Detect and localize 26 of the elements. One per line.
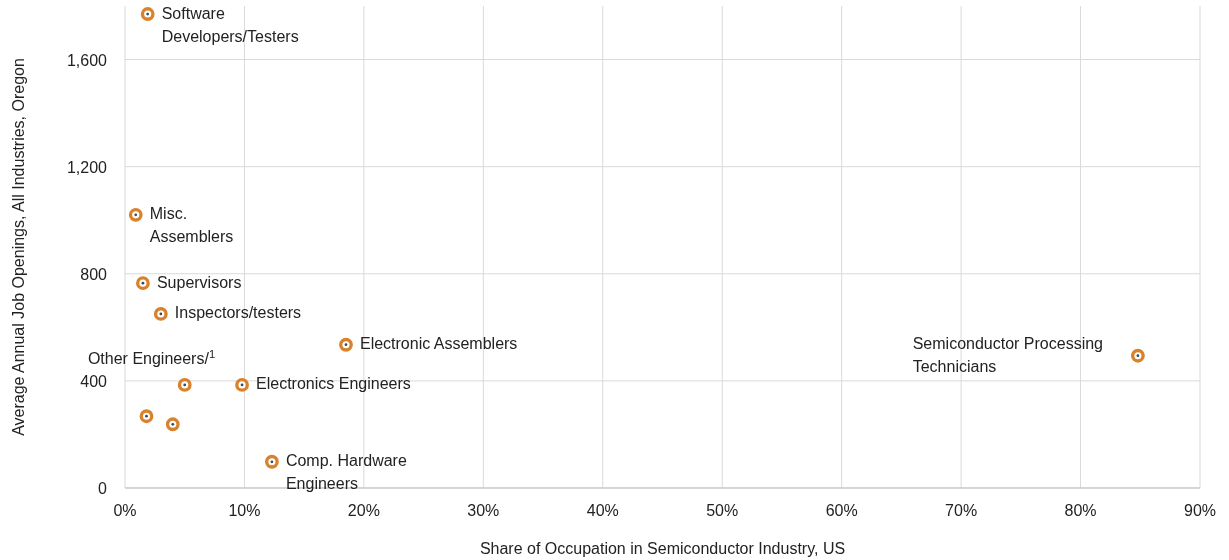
- x-tick-label: 60%: [825, 502, 858, 519]
- x-tick-label: 70%: [945, 502, 978, 519]
- x-tick-label: 0%: [113, 502, 137, 519]
- x-tick-label: 90%: [1183, 502, 1217, 519]
- y-tick-label: 0: [98, 480, 108, 497]
- x-tick-label: 40%: [586, 502, 619, 519]
- x-tick-label: 30%: [467, 502, 500, 519]
- x-tick-label: 10%: [228, 502, 261, 519]
- y-tick-label: 1,200: [66, 158, 108, 176]
- annotation: Supervisors: [156, 273, 242, 291]
- annotation: Comp. Hardware Engineers: [285, 452, 407, 493]
- annotation: Misc. Assemblers: [149, 205, 234, 246]
- y-tick-label: 800: [80, 265, 108, 283]
- x-axis-title: Share of Occupation in Semiconductor Industry, US: [479, 540, 846, 557]
- annotation: Electronic Assemblers: [359, 335, 518, 353]
- annotation: Semiconductor Processing Technicians: [912, 334, 1103, 375]
- annotation: Electronics Engineers: [256, 375, 411, 393]
- y-axis-title: Average Annual Job Openings, All Industries, Oregon: [10, 58, 27, 436]
- y-tick-label: 1,600: [66, 51, 108, 69]
- annotation: Software Developers/Testers: [161, 4, 299, 45]
- x-tick-label: 80%: [1064, 502, 1097, 519]
- annotation: Inspectors/testers: [174, 304, 302, 322]
- annotation: Other Engineers/$^{1}$: [87, 347, 216, 367]
- x-tick-label: 50%: [706, 502, 739, 519]
- y-tick-label: 400: [80, 372, 108, 390]
- x-tick-label: 20%: [347, 502, 380, 519]
